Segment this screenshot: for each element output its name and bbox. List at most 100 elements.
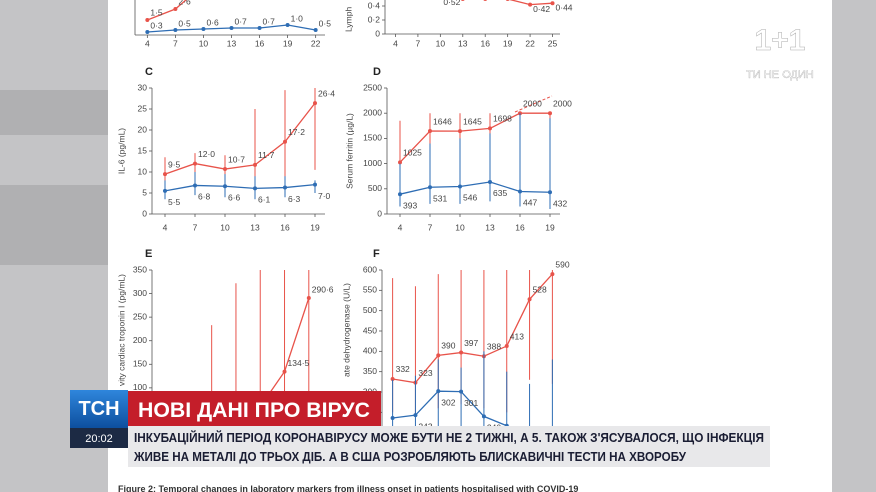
point bbox=[398, 160, 402, 165]
x-tick-label: 10 bbox=[199, 38, 209, 48]
value-label: 1·0 bbox=[291, 13, 304, 23]
point bbox=[163, 172, 167, 177]
value-label: 243 bbox=[418, 421, 432, 431]
x-tick-label: 25 bbox=[548, 38, 558, 48]
value-label: 1·5 bbox=[150, 7, 163, 17]
point bbox=[550, 272, 555, 277]
value-label: 332 bbox=[396, 364, 410, 374]
point bbox=[306, 296, 311, 301]
value-label: 447 bbox=[523, 198, 537, 208]
x-tick-label: 7 bbox=[416, 38, 421, 48]
point bbox=[459, 389, 464, 394]
point bbox=[458, 184, 462, 189]
channel-slogan: ТИ НЕ ОДИН bbox=[746, 69, 814, 81]
y-axis-label: vity cardiac troponin I (pg/mL) bbox=[116, 274, 126, 386]
point bbox=[527, 297, 532, 302]
value-label: 10·7 bbox=[228, 154, 245, 164]
point bbox=[436, 353, 441, 358]
point bbox=[253, 162, 257, 167]
y-axis-label: Serum ferritin (µg/L) bbox=[344, 113, 354, 189]
x-tick-label: 7 bbox=[428, 222, 433, 232]
value-label: 546 bbox=[463, 193, 477, 203]
value-label: 1646 bbox=[433, 116, 452, 126]
value-label: 0·3 bbox=[150, 20, 163, 30]
series-line bbox=[164, 183, 316, 192]
value-label: 397 bbox=[464, 338, 478, 348]
headline: НОВІ ДАНІ ПРО ВІРУС bbox=[138, 399, 370, 422]
value-label: 413 bbox=[510, 331, 524, 341]
ticker-line: ЖИВЕ НА МЕТАЛІ ДО ТРЬОХ ДІБ. А В США РОЗ… bbox=[133, 449, 687, 464]
panel-letter: F bbox=[373, 248, 380, 260]
y-tick-label: 30 bbox=[138, 82, 148, 92]
value-label: 290·6 bbox=[312, 284, 334, 294]
value-label: 1698 bbox=[493, 114, 512, 124]
x-tick-label: 16 bbox=[280, 222, 290, 232]
y-tick-label: 450 bbox=[363, 325, 377, 335]
value-label: 2000 bbox=[553, 98, 572, 108]
series-line bbox=[392, 273, 553, 384]
y-tick-label: 0 bbox=[142, 208, 147, 218]
value-label: 635 bbox=[493, 188, 507, 198]
point bbox=[390, 416, 395, 421]
y-tick-label: 0·4 bbox=[368, 0, 381, 10]
point bbox=[518, 189, 522, 194]
x-tick-label: 16 bbox=[515, 222, 525, 232]
value-label: 390 bbox=[441, 341, 455, 351]
point bbox=[528, 2, 533, 7]
y-tick-label: 350 bbox=[133, 264, 147, 274]
x-tick-label: 4 bbox=[393, 38, 398, 48]
y-axis-label: Lymph bbox=[343, 7, 353, 32]
panel: C IL-6 (pg/mL) 0 5 10 15 20 25 30 4 7 10 13 16 19 9·5 12… bbox=[116, 66, 335, 232]
point bbox=[257, 26, 262, 30]
y-tick-label: 2000 bbox=[363, 107, 382, 117]
value-label: 7·0 bbox=[318, 191, 331, 201]
point bbox=[145, 30, 150, 34]
point bbox=[488, 126, 492, 131]
value-label: 0·5 bbox=[319, 18, 332, 28]
figure: 4 7 10 13 16 19 22 1·5 2·6 0·3 0·5 0·6 0·7 0·7 1·0 0·5 L… bbox=[116, 0, 573, 433]
x-tick-label: 10 bbox=[436, 38, 446, 48]
x-tick-label: 16 bbox=[255, 38, 265, 48]
point bbox=[428, 185, 432, 190]
y-tick-label: 0·2 bbox=[368, 14, 381, 24]
x-tick-label: 22 bbox=[311, 38, 321, 48]
series-line bbox=[508, 0, 553, 6]
value-label: 432 bbox=[553, 198, 567, 208]
point bbox=[413, 413, 418, 418]
background-blur bbox=[0, 185, 110, 265]
value-label: 0·42 bbox=[533, 4, 550, 14]
value-label: 9·5 bbox=[168, 159, 181, 169]
panel-letter: C bbox=[145, 66, 153, 78]
ticker-bar bbox=[128, 426, 770, 467]
value-label: 12·0 bbox=[198, 149, 215, 159]
point bbox=[458, 129, 462, 134]
y-tick-label: 20 bbox=[138, 124, 148, 134]
x-tick-label: 16 bbox=[480, 38, 490, 48]
y-tick-label: 0 bbox=[377, 208, 382, 218]
value-label: 323 bbox=[418, 368, 432, 378]
point bbox=[229, 26, 234, 30]
y-tick-label: 100 bbox=[133, 382, 147, 392]
y-tick-label: 0 bbox=[375, 28, 380, 38]
value-label: 17·2 bbox=[288, 127, 305, 137]
y-tick-label: 200 bbox=[133, 335, 147, 345]
point bbox=[253, 186, 257, 191]
point bbox=[223, 184, 227, 189]
y-tick-label: 500 bbox=[363, 305, 377, 315]
value-label: 240 bbox=[487, 423, 501, 433]
point bbox=[488, 179, 492, 184]
x-tick-label: 13 bbox=[458, 38, 468, 48]
y-tick-label: 300 bbox=[133, 288, 147, 298]
series-line bbox=[399, 181, 551, 195]
point bbox=[193, 183, 197, 188]
y-tick-label: 1000 bbox=[363, 158, 382, 168]
point bbox=[548, 111, 552, 116]
y-tick-label: 150 bbox=[133, 359, 147, 369]
point bbox=[163, 188, 167, 193]
headline-banner bbox=[128, 391, 381, 426]
x-tick-label: 19 bbox=[283, 38, 293, 48]
y-axis-label: ate dehydrogenase (U/L) bbox=[341, 283, 351, 377]
series-line bbox=[399, 112, 550, 163]
